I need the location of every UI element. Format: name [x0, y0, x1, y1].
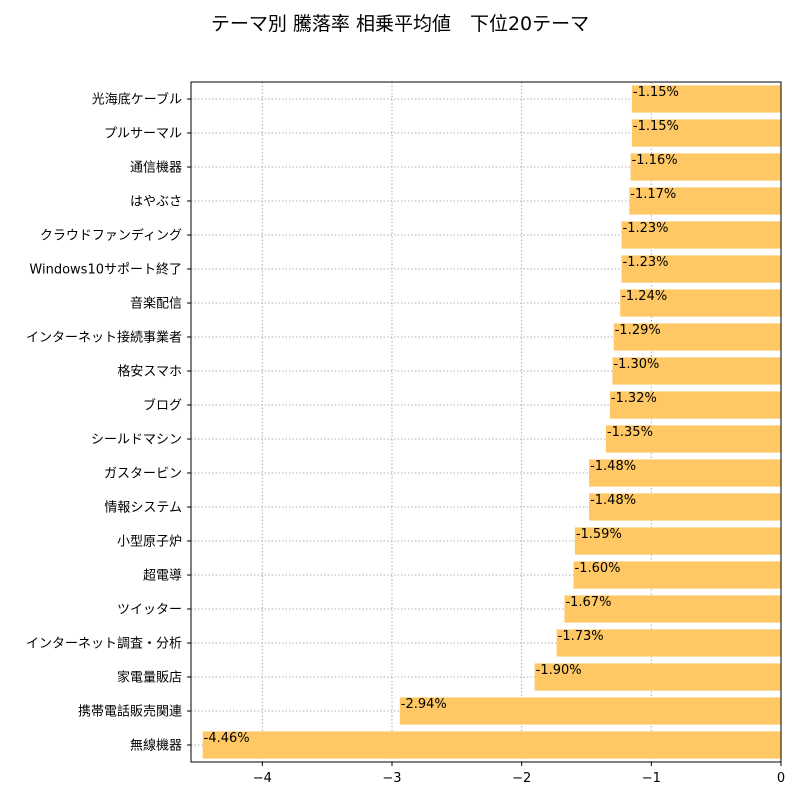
data-label: -1.35%	[607, 425, 653, 440]
category-label: インターネット調査・分析	[26, 637, 182, 652]
data-label: -1.60%	[575, 561, 621, 576]
bar	[605, 425, 781, 453]
bar	[621, 221, 781, 249]
category-label: 情報システム	[104, 501, 182, 516]
x-tick-label: −2	[512, 771, 531, 786]
bar-layer	[202, 85, 781, 759]
category-label: ツイッター	[117, 603, 182, 618]
category-label: はやぶさ	[130, 195, 182, 210]
plot-frame	[190, 81, 782, 763]
bar	[609, 391, 781, 419]
bar	[556, 629, 781, 657]
category-label: シールドマシン	[91, 433, 182, 448]
category-label: 小型原子炉	[117, 535, 182, 550]
category-label: 携帯電話販売関連	[78, 704, 182, 720]
category-label: 格安スマホ	[117, 364, 182, 380]
bar	[534, 663, 781, 691]
category-label: クラウドファンディング	[40, 228, 182, 244]
category-label: ブログ	[143, 398, 182, 414]
bar	[574, 527, 781, 555]
bar	[573, 561, 781, 589]
chart-title: テーマ別 騰落率 相乗平均値 下位20テーマ	[211, 13, 589, 35]
bar	[202, 731, 781, 759]
data-label: -1.67%	[565, 595, 611, 610]
label-layer: -1.15% -1.15% -1.16% -1.17% -1.23% -1.23% -1.2…	[204, 85, 679, 746]
data-label: -1.59%	[576, 527, 622, 542]
data-label: -1.30%	[613, 357, 659, 372]
x-tick-label: −3	[382, 771, 401, 786]
data-label: -2.94%	[401, 697, 447, 712]
data-label: -1.23%	[623, 221, 669, 236]
data-label: -1.15%	[633, 119, 679, 134]
data-label: -1.15%	[633, 85, 679, 100]
grid-layer	[191, 82, 782, 762]
bar	[631, 85, 781, 113]
bar	[399, 697, 781, 725]
bar	[612, 357, 781, 385]
bar	[631, 119, 781, 147]
category-label: 音楽配信	[130, 296, 182, 312]
category-label: Windows10サポート終了	[29, 262, 182, 278]
category-label: 光海底ケーブル	[92, 92, 182, 108]
category-label: 家電量販店	[117, 670, 182, 686]
bar	[564, 595, 781, 623]
data-label: -1.90%	[536, 663, 582, 678]
bar	[589, 459, 781, 487]
category-label: インターネット接続事業者	[26, 330, 182, 346]
bar	[629, 187, 781, 215]
data-label: -1.73%	[558, 629, 604, 644]
bar	[620, 289, 781, 317]
x-tick-label: −4	[253, 771, 272, 786]
category-label: ガスタービン	[104, 467, 182, 482]
data-label: -1.48%	[590, 459, 636, 474]
data-label: -1.32%	[611, 391, 657, 406]
data-label: -4.46%	[204, 731, 250, 746]
data-label: -1.29%	[615, 323, 661, 338]
category-label: 通信機器	[130, 161, 182, 176]
data-label: -1.17%	[630, 187, 676, 202]
bar	[613, 323, 781, 351]
bar	[589, 493, 781, 521]
bar	[630, 153, 781, 181]
bar	[621, 255, 781, 283]
data-label: -1.23%	[623, 255, 669, 270]
category-label: プルサーマル	[104, 127, 182, 142]
x-tick-label: −1	[642, 771, 661, 786]
data-label: -1.24%	[621, 289, 667, 304]
data-label: -1.48%	[590, 493, 636, 508]
x-tick-label: 0	[777, 771, 785, 786]
category-label: 無線機器	[130, 738, 182, 754]
category-label: 超電導	[143, 569, 182, 584]
data-label: -1.16%	[632, 153, 678, 168]
